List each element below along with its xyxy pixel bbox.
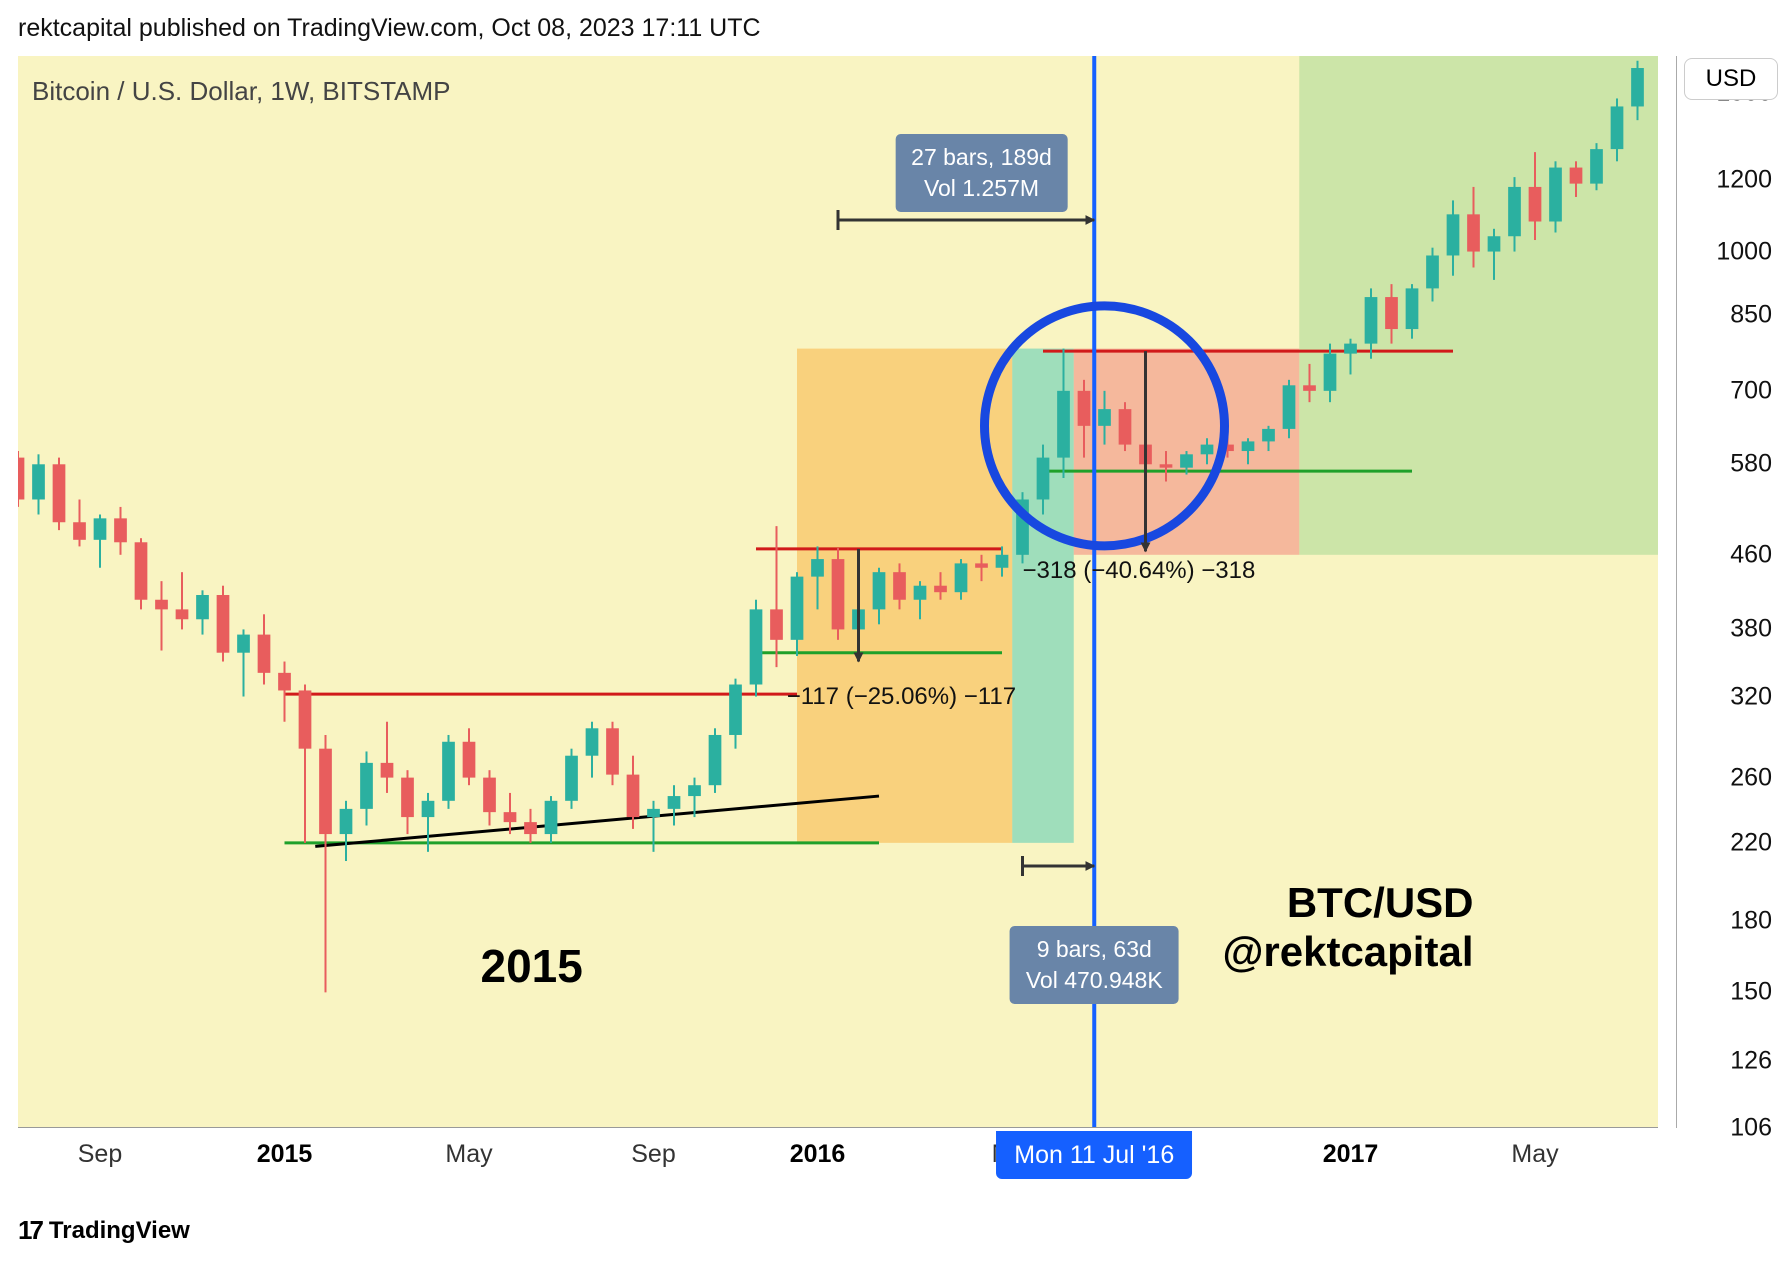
tooltip-line: Vol 1.257M [911,173,1052,204]
tradingview-brand[interactable]: 17 TradingView [18,1215,190,1246]
brand-name: TradingView [49,1217,190,1245]
price-tick: 1000 [1716,237,1772,266]
price-tick: 106 [1730,1114,1772,1143]
price-tick: 260 [1730,763,1772,792]
price-tick: 126 [1730,1046,1772,1075]
price-tick: 180 [1730,907,1772,936]
price-tick: 150 [1730,978,1772,1007]
year-label: 2015 [481,939,583,993]
drawdown-label-1: −117 (−25.06%) −117 [787,683,1016,711]
watermark-line: @rektcapital [1222,928,1473,976]
tooltip-line: 27 bars, 189d [911,142,1052,173]
price-tick: 380 [1730,615,1772,644]
time-tick: 2015 [257,1140,313,1169]
price-axis[interactable]: USD 150012001000850700580460380320260220… [1676,56,1786,1128]
currency-badge[interactable]: USD [1684,58,1778,100]
price-tick: 850 [1730,301,1772,330]
price-tick: 220 [1730,828,1772,857]
tooltip-line: 9 bars, 63d [1026,934,1163,965]
time-axis[interactable]: Sep2015MaySep2016M2017MayMon 11 Jul '16 [18,1128,1658,1182]
watermark-line: BTC/USD [1222,879,1473,927]
price-tick: 1200 [1716,166,1772,195]
time-tick: May [1511,1140,1558,1169]
tradingview-logo-icon: 17 [18,1215,41,1246]
drawdown-label-2: −318 (−40.64%) −318 [1023,557,1256,585]
price-tick: 320 [1730,682,1772,711]
time-tick: 2017 [1323,1140,1379,1169]
time-tick: Sep [631,1140,675,1169]
publish-info: rektcapital published on TradingView.com… [18,14,761,43]
time-tick: Sep [78,1140,122,1169]
range-tooltip-top: 27 bars, 189d Vol 1.257M [895,134,1068,212]
range-tooltip-bottom: 9 bars, 63d Vol 470.948K [1010,926,1179,1004]
tooltip-line: Vol 470.948K [1026,965,1163,996]
symbol-info: Bitcoin / U.S. Dollar, 1W, BITSTAMP [32,76,451,107]
watermark: BTC/USD @rektcapital [1222,879,1473,976]
time-marker: Mon 11 Jul '16 [996,1131,1192,1179]
time-tick: 2016 [790,1140,846,1169]
price-tick: 700 [1730,376,1772,405]
price-tick: 580 [1730,450,1772,479]
time-tick: May [445,1140,492,1169]
chart-area[interactable]: 27 bars, 189d Vol 1.257M 9 bars, 63d Vol… [18,56,1658,1128]
price-tick: 460 [1730,540,1772,569]
